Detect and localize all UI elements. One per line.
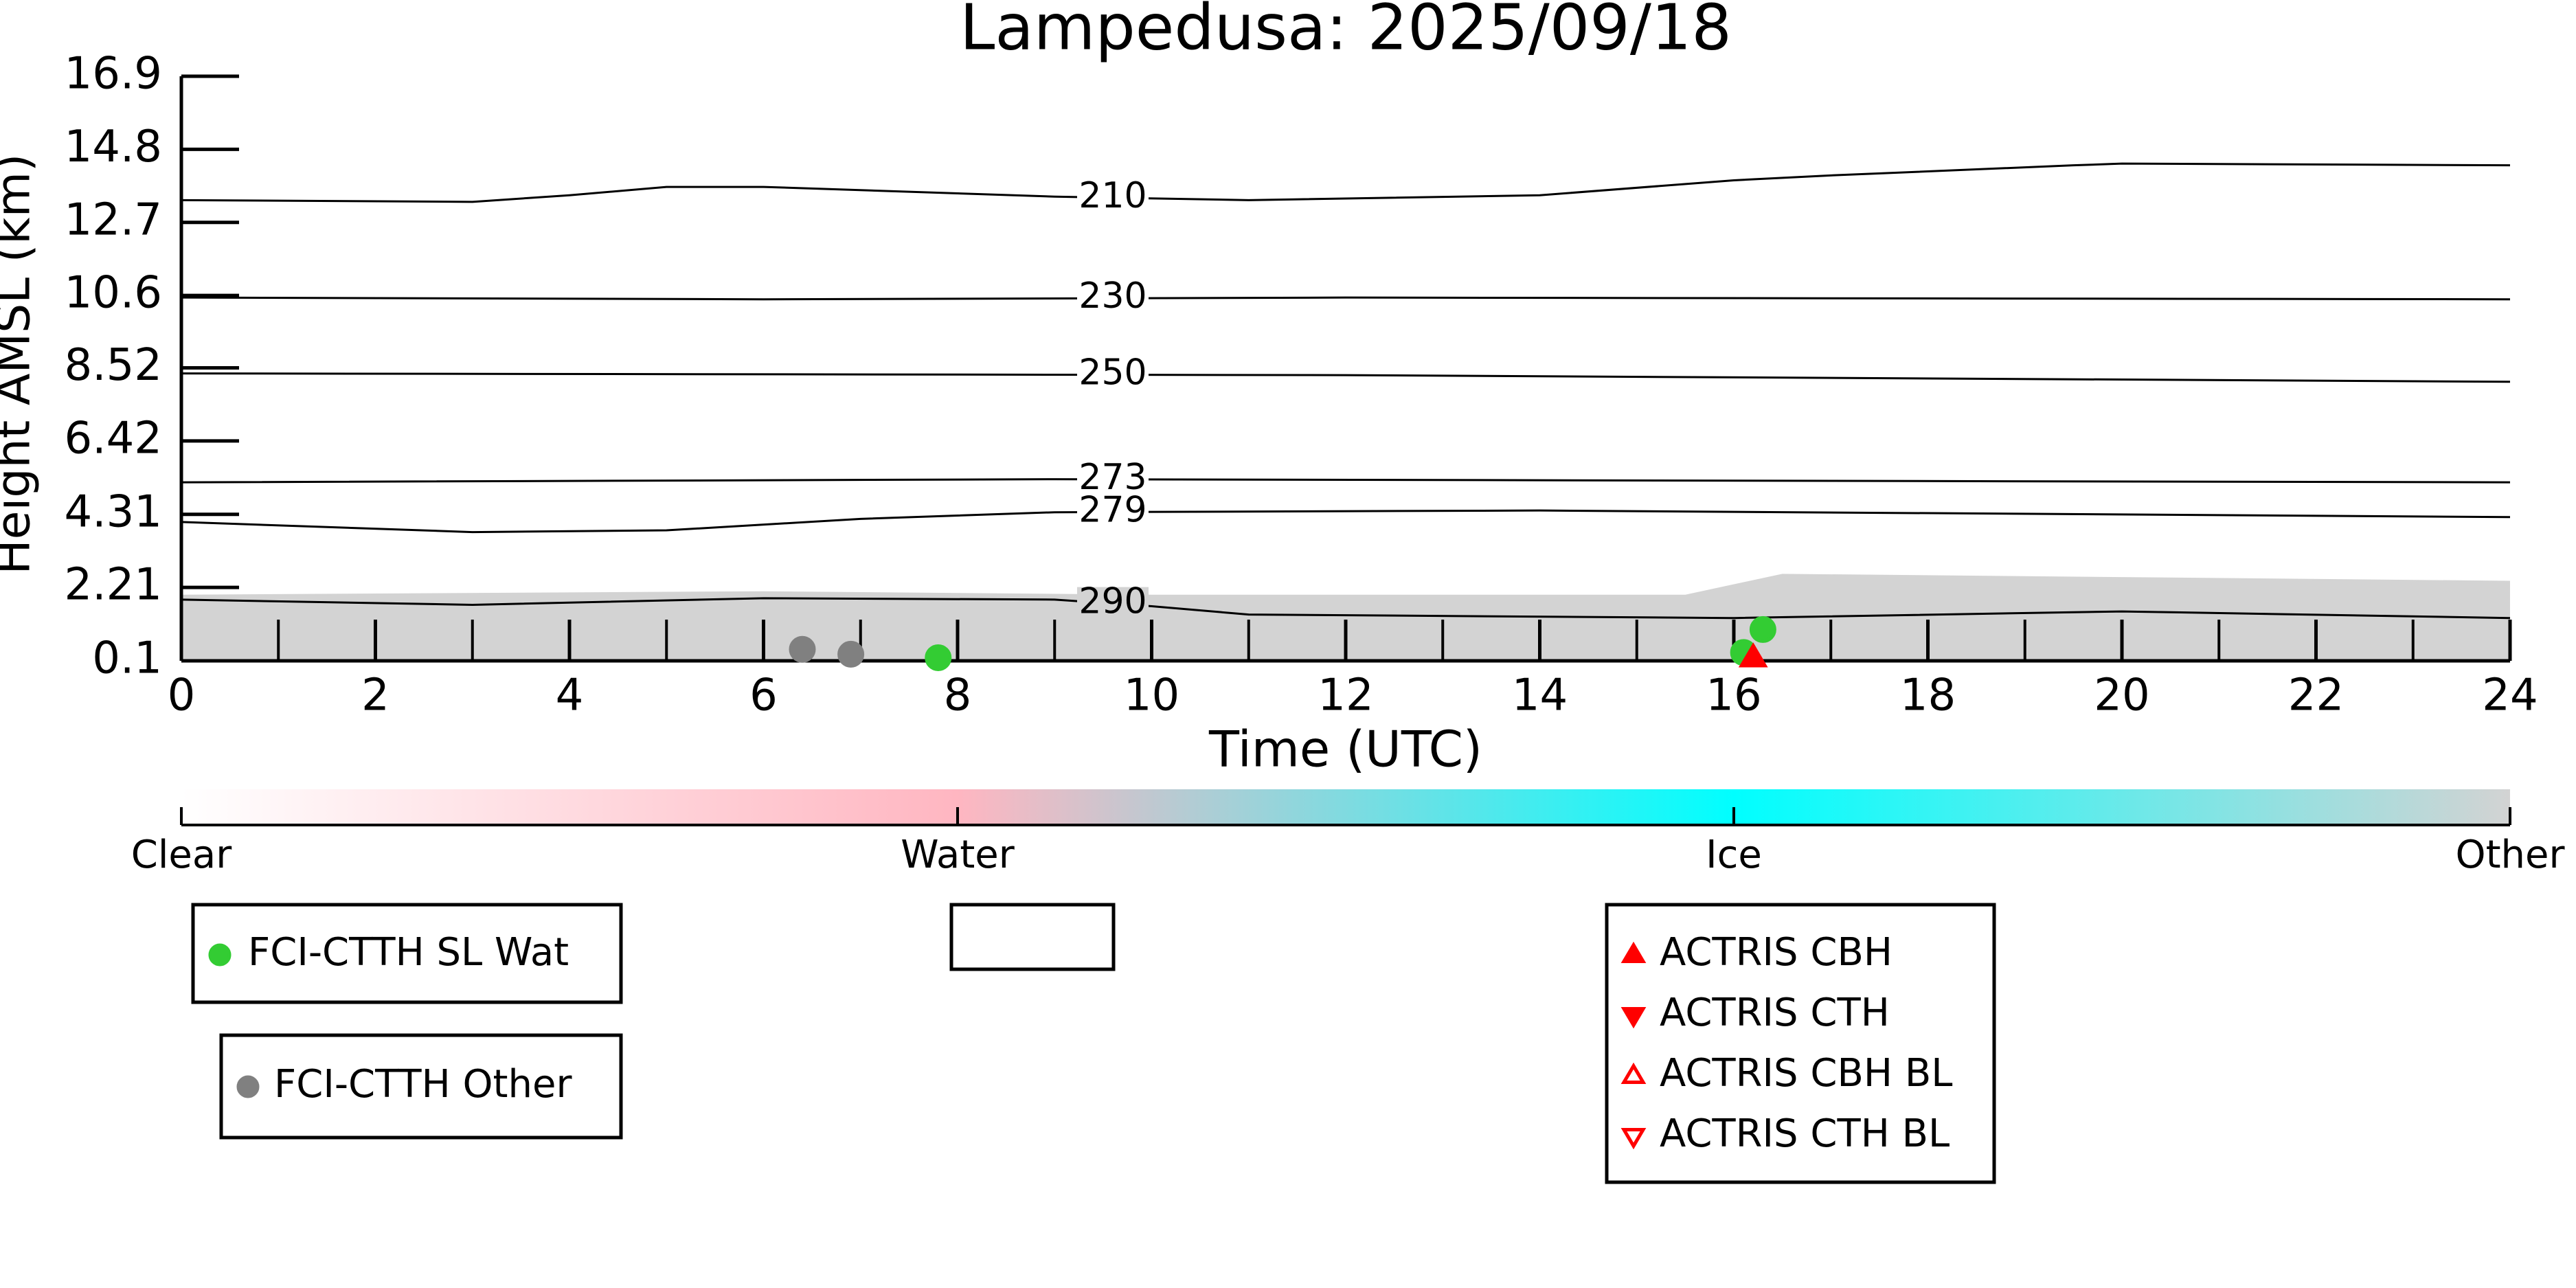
legend-label: ACTRIS CTH [1660,991,1890,1035]
x-tick-label: 22 [2288,670,2344,721]
isotherm-label-bg [1077,462,1149,496]
y-axis-label: Height AMSL (km) [0,154,41,575]
y-tick-label: 10.6 [65,268,163,319]
x-tick-label: 24 [2482,670,2538,721]
legend-marker [236,1075,260,1098]
isotherm-label-bg [1077,587,1149,620]
y-tick-label: 0.1 [92,633,162,684]
legend-label: FCI-CTTH SL Wat [248,930,569,975]
point [1749,615,1776,643]
x-tick-label: 6 [749,670,778,721]
legend-marker [1620,1006,1647,1029]
isotherm-label-bg [1077,181,1149,214]
isotherm-label: 279 [1078,489,1146,530]
y-tick-label: 16.9 [65,49,163,100]
isotherm-line [181,597,2511,620]
legend-box [949,903,1116,971]
y-tick-label: 2.21 [65,560,163,611]
legend-box [191,903,623,1004]
legend-marker [1620,941,1647,964]
x-tick-label: 0 [168,670,196,721]
x-tick-label: 20 [2094,670,2149,721]
colorbar-label: Clear [131,833,232,877]
colorbar-label: Ice [1706,833,1762,877]
y-tick-label: 14.8 [65,122,163,172]
isotherm-line [181,478,2511,484]
point [1738,642,1768,668]
colorbar [181,789,2510,825]
colorbar-label: Other [2455,833,2565,877]
point [789,635,816,663]
x-tick-label: 12 [1318,670,1373,721]
isotherm-line [181,372,2511,383]
isotherm-label: 230 [1078,275,1146,317]
x-tick-label: 14 [1512,670,1568,721]
isotherm-label-bg [1077,495,1149,529]
isotherm-line [181,296,2511,301]
legend-label: FCI-CTTH Other [274,1062,572,1107]
isotherm-label: 273 [1078,457,1146,498]
legend-box [219,1033,623,1140]
y-tick-label: 12.7 [65,194,163,245]
x-tick-label: 16 [1706,670,1761,721]
legend-label: ACTRIS CBH [1660,930,1893,975]
legend-label: ACTRIS CTH BL [1660,1111,1950,1156]
point [925,644,952,671]
isotherm-label: 210 [1078,175,1146,216]
legend-marker [1620,1127,1647,1150]
y-tick-label: 6.42 [65,413,163,464]
chart-title: Lampedusa: 2025/09/18 [960,0,1732,64]
y-tick-label: 4.31 [65,486,163,537]
x-tick-label: 8 [944,670,972,721]
isotherm-line [181,162,2511,203]
isotherm-label-bg [1077,282,1149,315]
x-tick-label: 18 [1900,670,1956,721]
legend-box [1605,903,1996,1184]
x-tick-label: 4 [556,670,584,721]
y-tick-label: 8.52 [65,340,163,391]
x-axis-label: Time (UTC) [1208,721,1482,778]
legend-marker [208,943,231,967]
isotherm-label: 250 [1078,352,1146,394]
colorbar-label: Water [901,833,1015,877]
point [837,640,865,668]
legend-label: ACTRIS CBH BL [1660,1051,1952,1096]
x-tick-label: 10 [1124,670,1179,721]
isotherm-label: 290 [1078,581,1146,622]
x-tick-label: 2 [361,670,389,721]
legend-marker [1620,1062,1647,1085]
isotherm-label-bg [1077,358,1149,392]
isotherm-line [181,509,2511,534]
